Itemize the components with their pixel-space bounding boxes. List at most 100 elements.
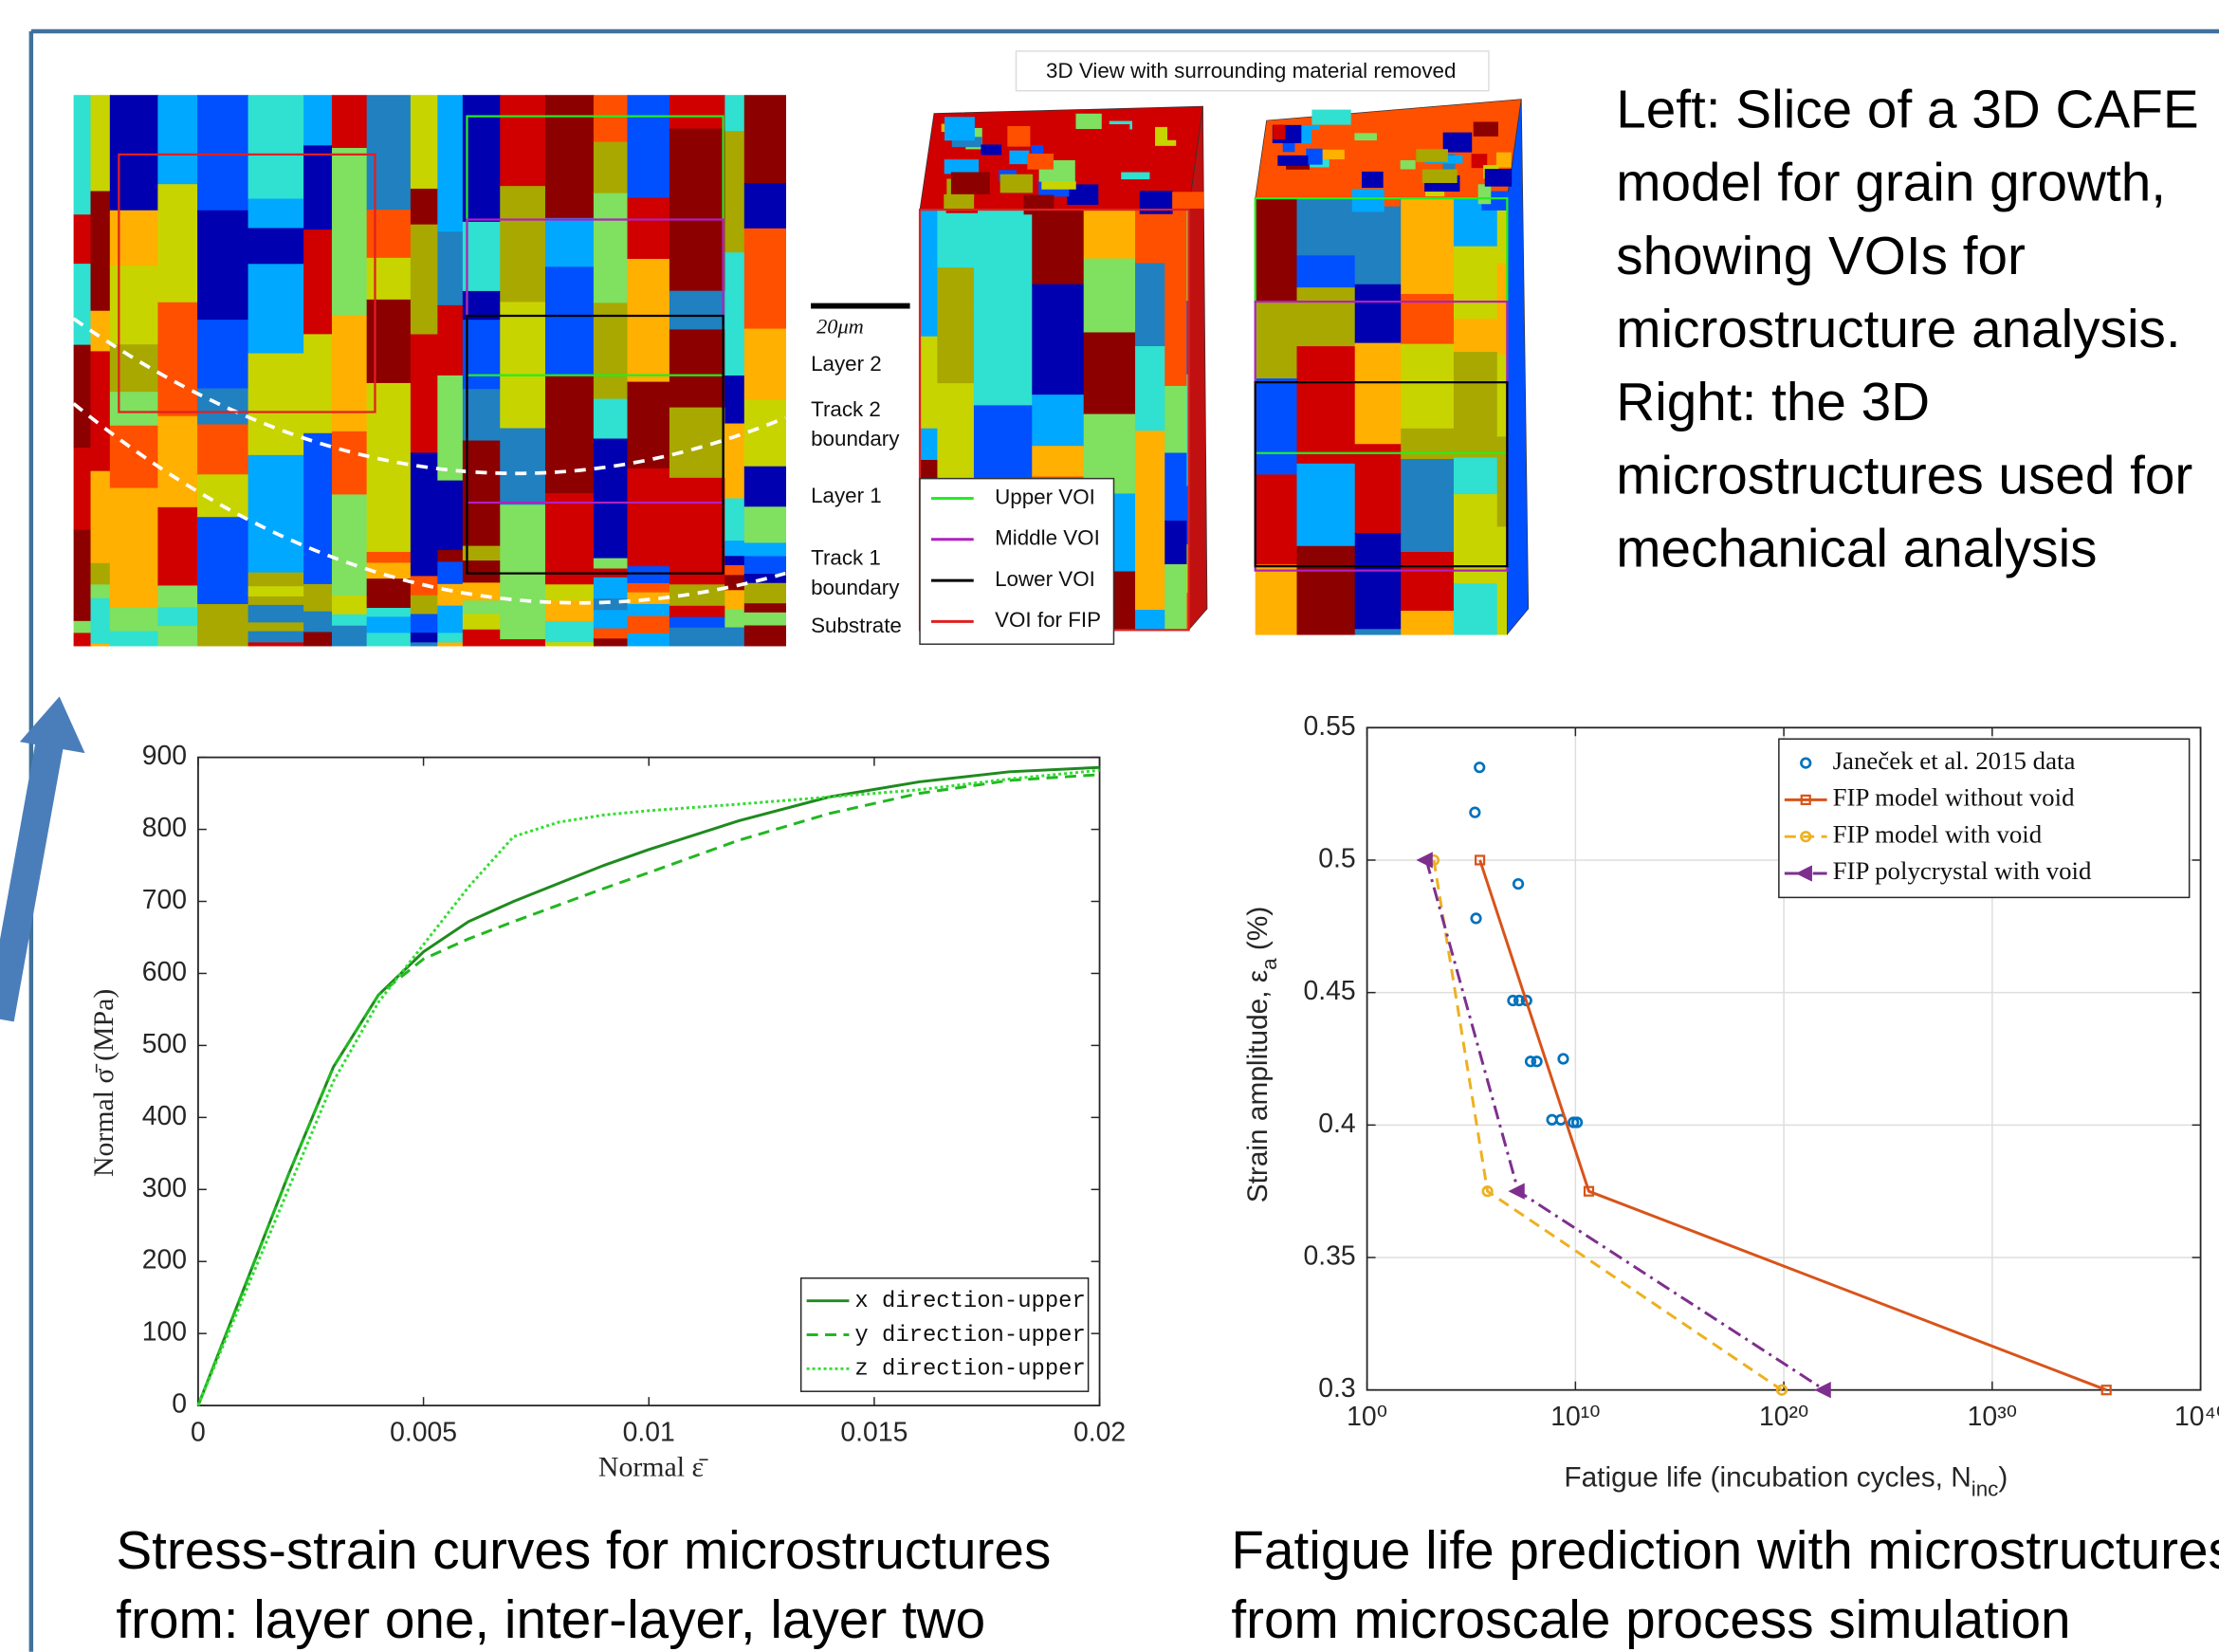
- grain: [366, 210, 412, 259]
- series-line: [1432, 859, 1783, 1391]
- grain: [366, 562, 412, 579]
- grain: [544, 266, 595, 376]
- grain: [1354, 533, 1402, 631]
- grain: [1135, 431, 1166, 520]
- x-tick-label: 10¹⁰: [1550, 1402, 1600, 1432]
- grain: [303, 632, 333, 647]
- grain: [90, 618, 111, 631]
- grain: [1416, 149, 1448, 162]
- grain: [920, 336, 939, 430]
- region-label: boundary: [811, 576, 900, 599]
- axis-title: Normal σ̄ (MPa): [88, 989, 119, 1177]
- grain: [1273, 124, 1286, 139]
- legend-label: x direction-upper: [854, 1289, 1085, 1314]
- grain: [1296, 198, 1356, 257]
- grain: [743, 228, 786, 330]
- grain: [73, 344, 92, 449]
- x-tick-label: 10⁴⁰: [2174, 1402, 2219, 1432]
- grain: [973, 306, 1034, 407]
- grain: [437, 137, 464, 233]
- axis-title-part: Normal ε̄: [598, 1451, 708, 1482]
- grain: [1255, 564, 1298, 635]
- x-tick-label: 0.005: [390, 1417, 457, 1447]
- grain: [724, 131, 745, 253]
- grain: [1027, 153, 1054, 170]
- description-text: showing VOIs for: [1616, 227, 2026, 286]
- grain: [109, 344, 159, 393]
- grain: [248, 572, 304, 587]
- grain: [248, 631, 304, 644]
- legend-label: y direction-upper: [854, 1323, 1085, 1349]
- grain: [366, 578, 412, 596]
- grain: [109, 210, 159, 266]
- grain: [331, 431, 368, 496]
- grain: [437, 549, 464, 563]
- grain: [437, 561, 464, 585]
- marker: [1513, 994, 1526, 1007]
- view-title-box: [1015, 50, 1490, 92]
- axis-title: Normal ε̄: [598, 1451, 708, 1482]
- grain: [197, 625, 249, 647]
- grain: [1075, 113, 1102, 130]
- grain: [197, 388, 249, 426]
- grain: [593, 638, 629, 647]
- grain: [937, 383, 975, 480]
- grain: [248, 198, 304, 229]
- grain: [743, 582, 786, 604]
- grain: [331, 596, 368, 615]
- marker: [1531, 1055, 1543, 1068]
- grain: [366, 608, 412, 618]
- voi-legend-label: Middle VOI: [995, 526, 1100, 550]
- grain: [462, 614, 502, 631]
- grain: [303, 583, 333, 603]
- grain: [669, 616, 726, 629]
- y-tick-label: 0.35: [1303, 1241, 1355, 1272]
- grain: [1496, 198, 1509, 265]
- grain: [1165, 385, 1188, 454]
- grain: [366, 382, 412, 506]
- grain: [1296, 255, 1356, 288]
- grain: [109, 95, 159, 211]
- grain: [1083, 258, 1136, 334]
- marker: [1469, 806, 1481, 818]
- grain: [1354, 198, 1402, 285]
- grain: [500, 186, 546, 303]
- legend-marker: [1800, 794, 1811, 805]
- grain: [410, 642, 439, 647]
- grain: [462, 440, 502, 547]
- series-line: [196, 773, 1100, 1406]
- legend-marker: [1800, 757, 1812, 769]
- grain: [544, 493, 595, 586]
- grain: [1496, 526, 1509, 635]
- marker: [1814, 1382, 1831, 1399]
- x-tick-label: 10³⁰: [1968, 1402, 2017, 1432]
- grain: [1165, 452, 1188, 522]
- grain: [937, 267, 975, 384]
- grain: [1496, 354, 1509, 438]
- grain: [500, 428, 546, 505]
- cube-face: [1255, 99, 1522, 199]
- y-tick-label: 500: [142, 1029, 187, 1059]
- grain: [544, 642, 595, 647]
- grain: [743, 399, 786, 468]
- grain: [1041, 181, 1076, 190]
- grain: [157, 642, 198, 647]
- grain: [724, 95, 745, 132]
- grain: [1306, 148, 1323, 165]
- grain: [1361, 171, 1384, 189]
- y-tick-label: 0.4: [1318, 1109, 1355, 1139]
- axis-title: Strain amplitude, εa (%): [1242, 907, 1282, 1203]
- marker: [1568, 1116, 1580, 1129]
- grain: [724, 541, 745, 557]
- legend-label: FIP model with void: [1833, 819, 2043, 848]
- grain: [157, 302, 198, 417]
- grain: [303, 602, 333, 613]
- y-tick-label: 200: [142, 1245, 187, 1276]
- grain: [500, 639, 546, 647]
- axis-title-part: (%): [1242, 907, 1274, 959]
- grain: [462, 545, 502, 561]
- grain: [544, 600, 595, 622]
- axis-title-part: Fatigue life (incubation cycles, N: [1564, 1462, 1971, 1494]
- grain: [1032, 210, 1085, 285]
- grain: [1166, 120, 1183, 140]
